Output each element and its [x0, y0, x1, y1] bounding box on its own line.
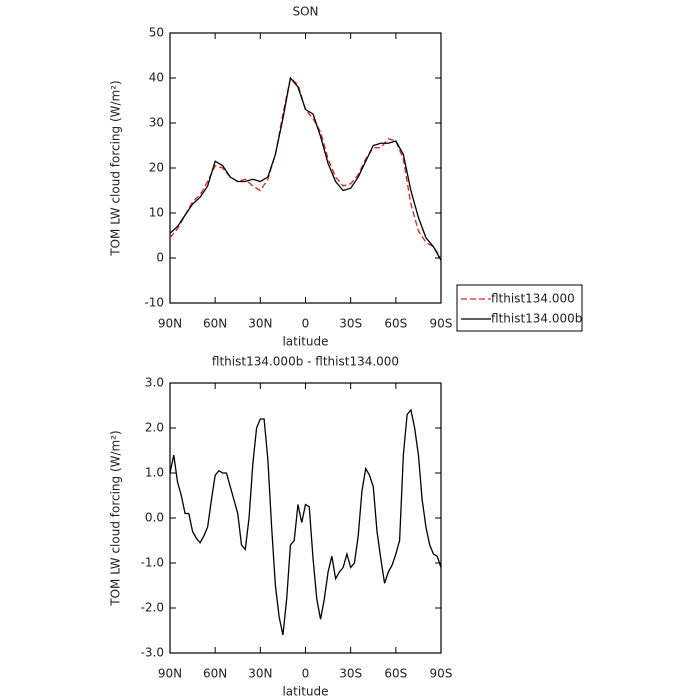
series-line — [169, 76, 442, 261]
plot-frame — [169, 32, 442, 304]
x-tick-label: 30N — [248, 317, 272, 331]
y-tick-label: -2.0 — [141, 601, 164, 615]
x-tick-label: 0 — [302, 317, 310, 331]
y-tick-label: 1.0 — [145, 466, 164, 480]
x-tick-label: 90S — [430, 317, 453, 331]
series-line — [169, 76, 442, 259]
y-tick-label: 50 — [149, 26, 164, 40]
legend-label: flthist134.000 — [491, 292, 575, 306]
y-axis-label: TOM LW cloud forcing (W/m²) — [109, 80, 123, 257]
x-tick-label: 60N — [203, 317, 227, 331]
y-tick-label: -1.0 — [141, 556, 164, 570]
x-tick-label: 30N — [248, 667, 272, 681]
chart-title: SON — [292, 5, 318, 19]
plot-frame — [169, 382, 442, 654]
plot: SON latitude TOM LW cloud forcing (W/m²) -1… — [109, 5, 583, 349]
y-tick-label: 2.0 — [145, 421, 164, 435]
x-tick-label: 0 — [302, 667, 310, 681]
y-tick-label: -3.0 — [141, 646, 164, 660]
x-axis-label: latitude — [282, 335, 328, 349]
x-tick-label: 90S — [430, 667, 453, 681]
x-tick-label: 60N — [203, 667, 227, 681]
legend-label: flthist134.000b — [491, 312, 582, 326]
plot: flthist134.000b - flthist134.000 latitude… — [109, 355, 453, 699]
x-tick-label: 60S — [384, 667, 407, 681]
x-tick-label: 60S — [384, 317, 407, 331]
legend-box — [456, 284, 583, 332]
x-tick-label: 90N — [158, 667, 182, 681]
chart-title: flthist134.000b - flthist134.000 — [212, 355, 399, 369]
y-tick-label: 40 — [149, 71, 164, 85]
y-tick-label: 0.0 — [145, 511, 164, 525]
y-axis-label: TOM LW cloud forcing (W/m²) — [109, 430, 123, 607]
x-tick-label: 90N — [158, 317, 182, 331]
y-tick-label: 10 — [149, 206, 164, 220]
y-tick-label: 0 — [156, 251, 164, 265]
series-line — [169, 408, 442, 636]
x-tick-label: 30S — [339, 317, 362, 331]
y-tick-label: 20 — [149, 161, 164, 175]
y-tick-label: -10 — [144, 296, 164, 310]
y-tick-label: 30 — [149, 116, 164, 130]
y-tick-label: 3.0 — [145, 376, 164, 390]
x-tick-label: 30S — [339, 667, 362, 681]
x-axis-label: latitude — [282, 685, 328, 699]
